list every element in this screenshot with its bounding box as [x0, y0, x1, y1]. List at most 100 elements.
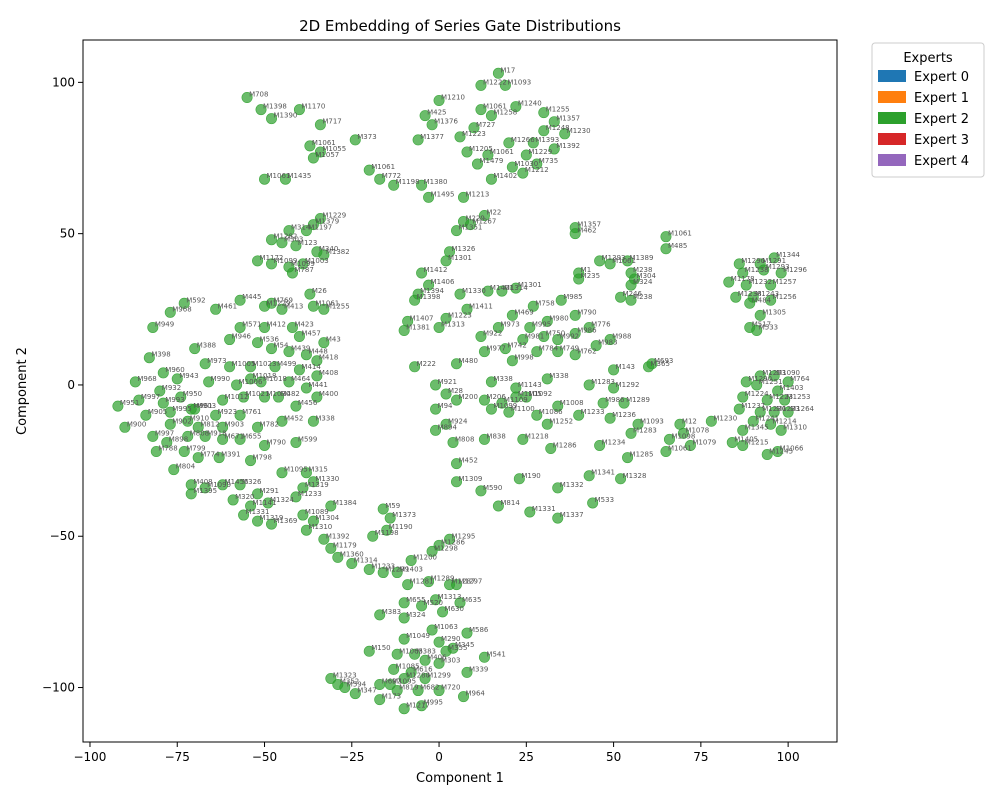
point-label: M1299 — [385, 566, 409, 574]
scatter-point — [440, 645, 452, 657]
point-label: M1281 — [410, 578, 434, 586]
scatter-point — [227, 494, 239, 506]
scatter-point — [737, 424, 749, 436]
scatter-point — [252, 337, 264, 349]
point-label: M1012 — [225, 393, 249, 401]
point-label: M123 — [298, 239, 317, 247]
y-tick-label: −50 — [50, 529, 75, 543]
legend-label: Expert 1 — [914, 91, 969, 106]
point-label: M1236 — [762, 405, 786, 413]
point-label: M423 — [294, 320, 313, 328]
legend-swatch — [878, 112, 906, 124]
point-label: M750 — [546, 330, 565, 338]
scatter-point — [129, 376, 141, 388]
point-label: M1395 — [193, 487, 217, 495]
scatter-point — [245, 373, 257, 385]
scatter-point — [293, 331, 305, 343]
scatter-point — [503, 406, 515, 418]
scatter-point — [440, 255, 452, 267]
point-label: M338 — [549, 372, 568, 380]
scatter-point — [182, 430, 194, 442]
point-label: M541 — [486, 650, 505, 658]
scatter-point — [583, 321, 595, 333]
scatter-point — [751, 379, 763, 391]
point-label: M452 — [284, 414, 303, 422]
x-tick-label: 25 — [519, 750, 534, 764]
point-label: M1095 — [392, 678, 416, 686]
point-label: M445 — [242, 293, 261, 301]
point-label: M998 — [514, 354, 533, 362]
scatter-point — [660, 446, 672, 458]
scatter-point — [297, 509, 309, 521]
point-label: M1236 — [612, 411, 636, 419]
scatter-point — [217, 433, 229, 445]
point-label: M790 — [577, 308, 596, 316]
scatter-point — [587, 497, 599, 509]
scatter-point — [245, 361, 257, 373]
point-label: M1301 — [448, 254, 472, 262]
scatter-point — [625, 294, 637, 306]
scatter-point — [423, 576, 435, 588]
scatter-point — [737, 391, 749, 403]
legend-swatch — [878, 133, 906, 145]
point-label: M586 — [469, 626, 489, 634]
scatter-point — [538, 125, 550, 137]
point-label: M1243 — [755, 290, 779, 298]
point-label: M1310 — [783, 423, 807, 431]
scatter-point — [238, 509, 250, 521]
scatter-point — [545, 442, 557, 454]
point-label: M1314 — [354, 556, 378, 564]
point-label: M480 — [459, 357, 478, 365]
point-label: M1282 — [274, 233, 298, 241]
point-label: M400 — [319, 390, 338, 398]
point-label: M1405 — [734, 435, 758, 443]
scatter-point — [210, 409, 222, 421]
scatter-point — [161, 436, 173, 448]
scatter-point — [492, 500, 504, 512]
point-label: M1172 — [260, 254, 284, 262]
point-label: M1086 — [539, 408, 563, 416]
point-labels-layer: M708M1398M1390M1170M717M1061M1055M1057M3… — [120, 66, 815, 709]
point-label: M762 — [577, 348, 596, 356]
scatter-point — [594, 439, 606, 451]
scatter-point — [461, 303, 473, 315]
scatter-point — [464, 219, 476, 231]
scatter-point — [276, 415, 288, 427]
scatter-point — [531, 346, 543, 358]
point-label: M819 — [399, 684, 418, 692]
legend-label: Expert 3 — [914, 133, 969, 148]
point-label: M1217 — [406, 702, 430, 710]
scatter-point — [433, 95, 445, 107]
point-label: M22 — [486, 209, 501, 217]
point-label: M973 — [500, 320, 519, 328]
scatter-point — [478, 210, 490, 222]
point-label: M315 — [308, 466, 327, 474]
scatter-point — [259, 321, 271, 333]
scatter-point — [705, 415, 717, 427]
scatter-point — [569, 328, 581, 340]
scatter-point — [300, 467, 312, 479]
scatter-point — [199, 482, 211, 494]
point-label: M1406 — [431, 278, 455, 286]
scatter-point — [363, 164, 375, 176]
point-label: M1229 — [322, 212, 346, 220]
point-label: M536 — [260, 336, 280, 344]
scatter-point — [318, 303, 330, 315]
point-label: M355 — [448, 644, 467, 652]
point-label: M1495 — [431, 190, 455, 198]
point-label: M616 — [413, 665, 433, 673]
point-label: M1252 — [549, 417, 573, 425]
point-label: M923 — [218, 408, 237, 416]
point-label: M764 — [790, 375, 810, 383]
scatter-point — [447, 436, 459, 448]
point-label: M1253 — [762, 369, 786, 377]
point-label: M1 — [581, 266, 592, 274]
point-label: M924 — [448, 417, 468, 425]
point-label: M949 — [155, 320, 174, 328]
scatter-point — [457, 691, 469, 703]
scatter-point — [740, 376, 752, 388]
scatter-point — [622, 255, 634, 267]
scatter-point — [147, 430, 159, 442]
point-label: M1319 — [260, 514, 284, 522]
point-label: M1283 — [633, 426, 657, 434]
